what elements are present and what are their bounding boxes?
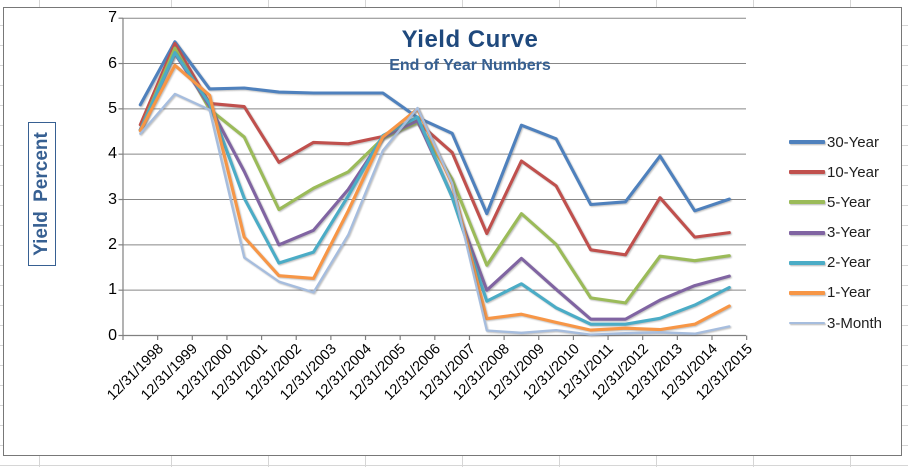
legend-label: 1-Year — [827, 284, 871, 302]
legend-swatch-1-year — [789, 290, 825, 295]
legend-item-3-month[interactable]: 3-Month — [789, 313, 882, 333]
legend-swatch-3-year — [789, 230, 825, 235]
legend-item-30-year[interactable]: 30-Year — [789, 132, 879, 152]
y-tick-label: 0 — [108, 326, 117, 344]
y-axis-title-box[interactable]: Yield Percent — [28, 122, 56, 266]
legend-item-1-year[interactable]: 1-Year — [789, 283, 871, 303]
y-tick-label: 1 — [108, 281, 117, 299]
legend-label: 3-Month — [827, 314, 883, 332]
y-tick-label: 2 — [108, 235, 117, 253]
legend-swatch-30-year — [789, 140, 825, 144]
y-tick-label: 6 — [108, 54, 117, 72]
series-line-2-year[interactable] — [138, 51, 731, 326]
legend-item-10-year[interactable]: 10-Year — [789, 162, 879, 182]
series-line-3-month[interactable] — [139, 92, 731, 336]
legend-label: 3-Year — [827, 224, 871, 241]
y-axis-title: Yield Percent — [31, 132, 52, 256]
legend-label: 2-Year — [827, 254, 871, 272]
chart-title[interactable]: Yield Curve — [401, 26, 539, 53]
y-tick-label: 7 — [108, 9, 117, 27]
legend-label: 5-Year — [827, 193, 871, 211]
legend-label: 30-Year — [827, 133, 879, 151]
y-tick-label: 5 — [108, 99, 117, 117]
series-line-30-year[interactable] — [138, 40, 731, 216]
series-line-5-year[interactable] — [138, 46, 731, 305]
chart-subtitle: End of Year Numbers — [389, 57, 551, 74]
legend-swatch-5-year — [789, 200, 825, 205]
legend-item-3-year[interactable]: 3-Year — [789, 223, 871, 243]
legend-item-2-year[interactable]: 2-Year — [789, 253, 871, 273]
y-tick-label: 3 — [108, 190, 117, 208]
y-tick-label: 4 — [108, 145, 117, 163]
series-line-10-year[interactable] — [138, 42, 731, 257]
legend-swatch-3-month — [789, 322, 825, 325]
legend-label: 10-Year — [827, 163, 879, 181]
legend-swatch-10-year — [789, 170, 825, 175]
legend-item-5-year[interactable]: 5-Year — [789, 192, 871, 212]
legend-swatch-2-year — [789, 260, 825, 265]
